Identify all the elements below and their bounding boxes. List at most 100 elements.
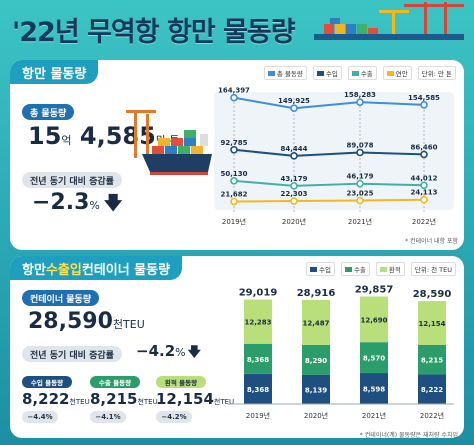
transship-volume-value: 12,154천TEU [156,390,235,408]
series-line-0 [233,96,425,110]
data-label: 86,460 [410,143,437,151]
bar-segment [360,373,388,404]
map-background [214,92,454,210]
bar-label: 12,690 [360,316,387,324]
page-title: '22년 무역항 항만 물동량 [12,16,296,48]
data-point [356,179,364,188]
legend-total: 총 물동량 [263,66,307,80]
x-tick-label: 2022년 [420,411,444,420]
bar-chart-legend: 수입 수출 환적 단위: 천 TEU [305,262,456,276]
title-bar: '22년 무역항 항만 물동량 [12,8,352,50]
bar-segment [244,373,272,404]
data-label: 44,012 [410,174,437,182]
port-crane-illustration [314,2,464,40]
data-point [290,152,298,160]
data-point [420,195,428,204]
export-volume-box: 수출 물동량 8,215천TEU −4.1% [90,376,158,423]
data-point [356,98,364,106]
bar-label: 8,368 [247,356,269,364]
legend-coastal: 연안 [382,66,412,80]
data-point [230,177,238,185]
data-label: 149,925 [278,97,310,105]
bar-segment [244,343,272,374]
data-label: 43,179 [280,175,307,183]
data-point [230,197,238,206]
yoy-change-value: −2.3% 🡇 [32,190,123,215]
bar-label: 12,487 [302,319,329,327]
panel1-header: 항만 물동량 [10,60,99,84]
container-yoy-label: 전년 동기 대비 증감률 [22,346,122,362]
data-label: 24,113 [410,189,437,197]
bar-segment [360,296,388,343]
panel1-footnote: * 컨테이너 내항 포함 [405,238,458,245]
data-label: 21,682 [220,191,247,199]
panel2-header: 항만 수출입 컨테이너 물동량 [10,256,183,280]
data-point [356,196,364,205]
x-tick-label: 2020년 [304,411,328,420]
container-bar-chart: 8,368 8,368 12,283 29,019 2019년 8,139 8,290 12,… [228,285,454,420]
data-point [420,150,428,159]
data-label: 164,397 [218,87,250,95]
transship-change: −4.2% [156,411,192,423]
legend-unit: 단위: 만 톤 [417,66,456,80]
panel2-footnote: * 컨테이너(계) 물동량은 재처량 수치임 [359,432,458,439]
down-arrow-icon: 🡇 [187,345,201,360]
bar-segment [418,344,446,375]
bar-segment [302,344,330,375]
x-tick-label: 2020년 [282,217,306,226]
bar-segment [418,301,446,345]
down-arrow-icon: 🡇 [103,193,123,214]
cargo-line-chart: 2019년 2020년 2021년 2022년 164,397 149,925 158,28… [214,87,454,226]
data-label: 22,303 [280,190,307,198]
bar-label: 8,215 [421,357,443,365]
legend-export: 수출 [347,66,377,80]
legend2-unit: 단위: 천 TEU [410,262,456,276]
legend2-import: 수입 [305,262,335,276]
data-label: 154,585 [408,94,440,102]
data-label: 46,179 [346,173,373,181]
data-label: 89,078 [346,141,373,149]
bar-label: 8,570 [363,355,385,363]
series-line-1 [233,148,425,157]
data-point [420,101,428,109]
bar-segment [302,374,330,404]
total-volume-value: 15억 4,585만 톤 [28,122,180,150]
series-line-2 [233,179,425,187]
bar-total-label: 29,019 [239,288,278,299]
total-volume-label: 총 물동량 [22,104,75,120]
transship-volume-label: 환적 물동량 [156,376,206,388]
x-tick-label: 2019년 [222,217,246,226]
x-tick-label: 2019년 [246,411,270,420]
import-volume-box: 수입 물동량 8,222천TEU −4.4% [22,376,90,423]
x-tick-label: 2022년 [412,217,436,226]
bar-label: 12,154 [418,320,445,328]
bar-segment [360,342,388,374]
bar-segment [302,299,330,345]
import-change: −4.4% [22,411,58,423]
export-change: −4.1% [90,411,126,423]
transship-volume-box: 환적 물동량 12,154천TEU −4.2% [156,376,235,423]
data-label: 84,444 [280,145,307,153]
export-volume-value: 8,215천TEU [90,390,158,408]
legend2-transship: 환적 [375,262,405,276]
legend-import: 수입 [312,66,342,80]
yoy-change-label: 전년 동기 대비 증감률 [22,172,122,188]
bar-total-label: 28,916 [297,288,336,299]
bar-segment [244,299,272,344]
bar-total-label: 29,857 [355,285,394,296]
legend2-export: 수출 [340,262,370,276]
bar-label: 8,368 [247,386,269,394]
bar-total-label: 28,590 [413,289,452,300]
import-volume-label: 수입 물동량 [22,376,72,388]
data-label: 92,785 [220,139,247,147]
bar-label: 8,222 [421,386,443,394]
bar-segment [418,374,446,404]
data-point [420,181,428,190]
line-chart-legend: 총 물동량 수입 수출 연안 단위: 만 톤 [263,66,456,80]
data-point [290,104,298,113]
container-ship-illustration [126,110,212,175]
bar-label: 8,290 [305,357,327,365]
x-tick-label: 2021년 [362,411,386,420]
series-line-3 [233,198,425,203]
data-point [230,145,238,154]
